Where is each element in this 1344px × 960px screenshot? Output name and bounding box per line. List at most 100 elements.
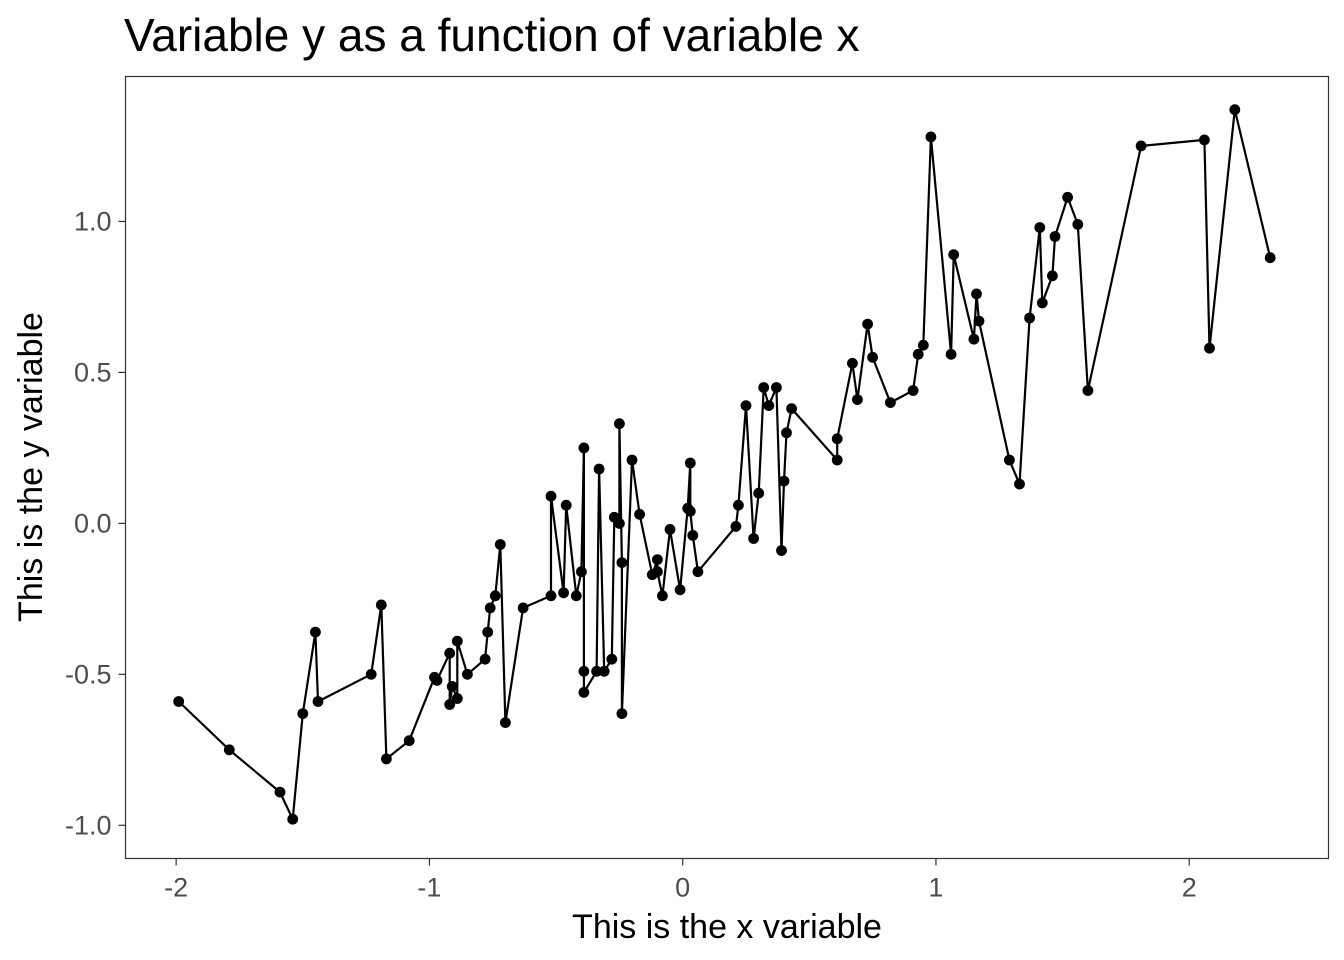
series-layer [173, 104, 1276, 825]
series-line [177, 108, 1272, 821]
y-tick-label: -1.0 [65, 810, 112, 840]
y-axis-label: This is the y variable [12, 312, 50, 622]
data-point [1036, 297, 1048, 309]
data-point [687, 530, 699, 541]
data-point [578, 665, 590, 677]
data-point [1014, 478, 1025, 490]
data-point [776, 545, 787, 556]
y-axis: -1.0 -0.5 0.0 0.5 1.0 [65, 206, 126, 840]
data-point [1004, 454, 1015, 466]
data-point [885, 397, 896, 408]
data-point [1199, 134, 1210, 146]
data-point [971, 288, 982, 300]
data-point [758, 382, 770, 393]
y-tick-label: 0.0 [74, 508, 112, 538]
data-point [381, 753, 392, 765]
data-point [786, 403, 797, 414]
data-point [274, 786, 286, 798]
data-point [831, 454, 843, 466]
data-point [570, 590, 582, 602]
data-point [664, 524, 676, 535]
data-point [657, 590, 668, 602]
data-point [634, 508, 645, 520]
data-point [173, 696, 185, 707]
data-point [831, 433, 843, 445]
data-point [444, 699, 456, 710]
data-point [598, 665, 610, 677]
data-point [778, 475, 790, 487]
data-point [763, 400, 775, 411]
data-point [223, 744, 235, 756]
data-point [1082, 385, 1094, 396]
data-point [917, 339, 929, 351]
data-point [1264, 252, 1276, 264]
data-point [614, 518, 625, 529]
data-point [462, 668, 473, 680]
data-point [945, 348, 957, 360]
data-point [1062, 191, 1073, 203]
data-point [852, 394, 863, 405]
data-point [616, 708, 628, 719]
data-point [451, 693, 463, 704]
data-point [753, 487, 765, 499]
y-tick-label: 0.5 [74, 357, 112, 387]
data-point [375, 599, 387, 611]
data-point [652, 554, 663, 565]
data-point [692, 566, 704, 578]
data-point [1047, 270, 1058, 282]
data-point [500, 717, 511, 728]
x-tick-label: -2 [164, 873, 188, 903]
data-point [1024, 312, 1035, 324]
x-tick-label: 2 [1182, 873, 1197, 903]
x-tick-label: -1 [417, 873, 441, 903]
data-point [558, 587, 569, 599]
data-point [1204, 342, 1215, 354]
data-point [1049, 231, 1061, 242]
data-point [730, 521, 742, 532]
plot-panel [124, 75, 1330, 860]
data-point [847, 357, 858, 369]
data-point [781, 427, 792, 439]
data-point [684, 505, 696, 517]
data-point [482, 626, 494, 638]
data-point [606, 653, 618, 665]
chart-title: Variable y as a function of variable x [124, 9, 860, 61]
data-point [489, 590, 501, 602]
data-point [312, 696, 324, 707]
data-point [907, 385, 919, 396]
data-point [867, 351, 878, 363]
data-point [287, 813, 299, 825]
data-point [545, 590, 557, 602]
data-point [626, 454, 638, 466]
data-point [560, 499, 572, 511]
data-point [593, 463, 605, 475]
data-point [733, 499, 744, 511]
data-point [652, 566, 663, 578]
data-point [614, 418, 625, 430]
data-point [684, 457, 696, 469]
data-point [451, 635, 463, 647]
x-tick-label: 1 [928, 873, 943, 903]
data-point [310, 626, 321, 638]
data-point [948, 249, 960, 260]
data-point [968, 333, 980, 345]
data-point [446, 681, 458, 692]
data-point [1135, 140, 1147, 152]
data-point [1034, 222, 1046, 233]
data-point [1229, 104, 1241, 116]
y-tick-label: 1.0 [74, 206, 112, 236]
x-tick-label: 0 [675, 873, 690, 903]
data-point [591, 665, 602, 677]
data-point [479, 653, 491, 665]
data-point [771, 382, 782, 393]
data-point [431, 675, 443, 686]
data-point [494, 539, 506, 550]
data-point [616, 557, 628, 568]
data-point [484, 602, 496, 614]
data-point [576, 566, 587, 578]
data-point [862, 318, 873, 330]
data-point [578, 442, 590, 454]
data-point [925, 131, 937, 143]
data-point [578, 687, 590, 698]
data-point [973, 315, 985, 327]
